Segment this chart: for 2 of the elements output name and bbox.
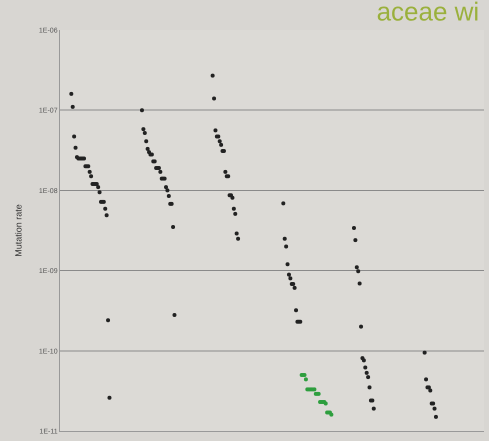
y-axis-title: Mutation rate bbox=[13, 204, 24, 257]
chart-title: aceae wi bbox=[376, 0, 480, 26]
